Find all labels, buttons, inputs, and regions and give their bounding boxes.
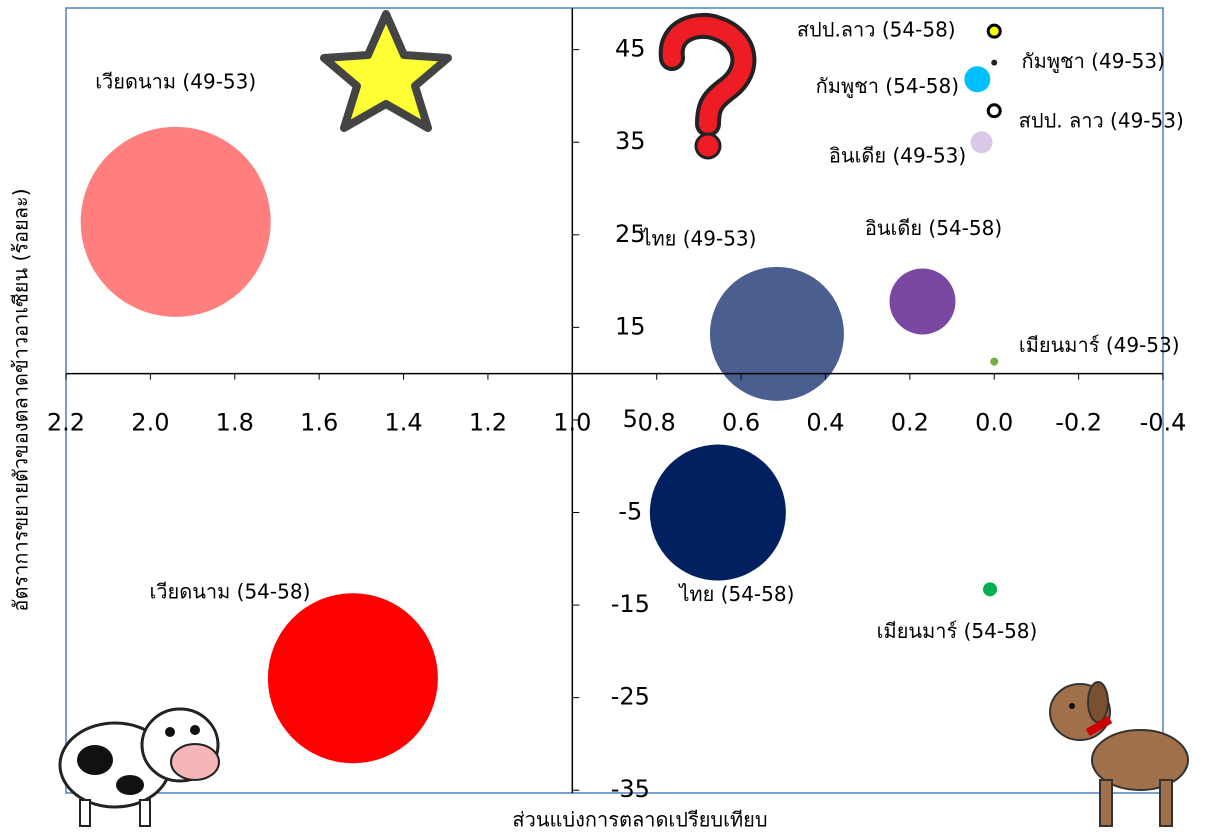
star-icon — [320, 10, 452, 132]
data-label: สปป.ลาว (54-58) — [797, 18, 956, 42]
data-label: กัมพูชา (49-53) — [1022, 49, 1165, 74]
data-label: สปป. ลาว (49-53) — [1019, 108, 1184, 132]
y-axis-title: อัตราการขยายตัวของตลาดข้าวอาเซียน (ร้อยล… — [9, 188, 33, 611]
x-tick-label: 2.2 — [47, 409, 85, 437]
data-label: เวียดนาม (54-58) — [149, 580, 310, 604]
y-tick-label: 45 — [615, 35, 646, 63]
y-tick-label: 25 — [615, 220, 646, 248]
bubble — [986, 103, 1002, 119]
bubble — [649, 444, 786, 581]
data-label: กัมพูชา (54-58) — [816, 74, 959, 99]
bubble — [267, 593, 438, 764]
y-tick-label: -15 — [611, 590, 650, 618]
x-tick-label: -0.2 — [1055, 409, 1102, 437]
bubble — [986, 23, 1002, 39]
x-tick-label: 0.2 — [891, 409, 929, 437]
x-tick-label: 1.2 — [469, 409, 507, 437]
y-tick-label: 5 — [623, 405, 638, 433]
x-axis-title: ส่วนแบ่งการตลาดเปรียบเทียบ — [512, 808, 767, 832]
bubble — [709, 266, 844, 401]
cow-icon — [58, 707, 220, 827]
data-label: อินเดีย (49-53) — [829, 144, 966, 168]
data-label: เมียนมาร์ (54-58) — [877, 619, 1038, 643]
y-tick-label: -25 — [611, 683, 650, 711]
x-tick-label: 0.4 — [806, 409, 844, 437]
x-tick-label: -0.4 — [1140, 409, 1187, 437]
x-tick-label: 1.8 — [216, 409, 254, 437]
bubble — [964, 66, 991, 93]
plot-frame — [65, 7, 1164, 794]
bubble — [991, 59, 998, 66]
y-tick-label: 35 — [615, 127, 646, 155]
data-label: เวียดนาม (49-53) — [95, 69, 256, 93]
x-tick-label: 2.0 — [131, 409, 169, 437]
x-tick-label: 1.0 — [553, 409, 591, 437]
x-tick-label: 1.6 — [300, 409, 338, 437]
x-tick-label: 1.4 — [384, 409, 422, 437]
data-label: ไทย (49-53) — [639, 226, 756, 250]
bubble — [970, 131, 993, 154]
data-label: เมียนมาร์ (49-53) — [1019, 333, 1180, 357]
x-tick-label: 0.6 — [722, 409, 760, 437]
bubble — [80, 126, 271, 317]
x-tick-label: 0.0 — [975, 409, 1013, 437]
dog-icon — [1049, 681, 1189, 827]
y-tick-label: -35 — [611, 775, 650, 803]
bubble — [983, 582, 998, 597]
x-tick-label: 0.8 — [638, 409, 676, 437]
question-icon — [658, 12, 757, 160]
data-label: อินเดีย (54-58) — [865, 216, 1002, 240]
y-tick-label: 15 — [615, 312, 646, 340]
data-label: ไทย (54-58) — [677, 582, 794, 606]
bubble — [990, 357, 999, 366]
y-tick-label: -5 — [618, 498, 642, 526]
bubble — [889, 268, 956, 335]
